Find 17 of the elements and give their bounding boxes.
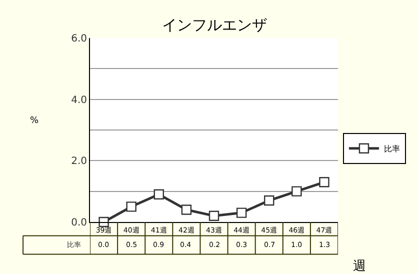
point (154, 189, 164, 200)
point (319, 177, 330, 188)
y-tick-label: 6.0 (71, 34, 87, 44)
y-axis-title: % (30, 116, 39, 126)
point (181, 204, 192, 215)
y-tick-label: 4.0 (71, 94, 87, 106)
y-tick-label: 2.0 (71, 156, 87, 168)
point (126, 202, 136, 212)
point (264, 195, 274, 206)
x-axis-title: 週 (353, 259, 366, 274)
point (292, 186, 302, 196)
legend-label: 比率 (384, 144, 400, 154)
chart-title: インフルエンザ (162, 16, 267, 34)
point (208, 210, 220, 221)
point (236, 208, 247, 218)
y-tick-label: 0.0 (71, 218, 87, 228)
point (98, 216, 109, 228)
